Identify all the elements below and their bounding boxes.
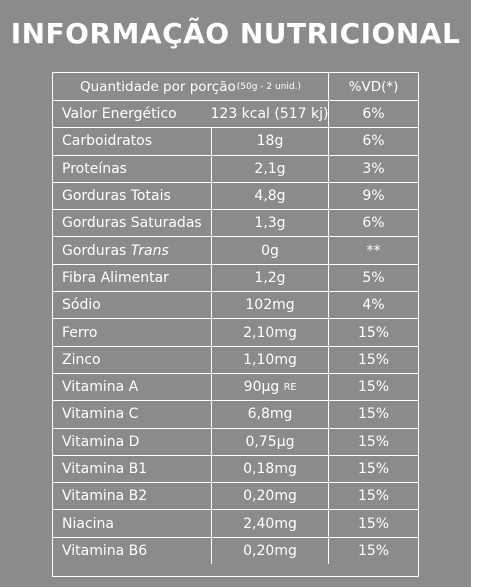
nutrient-quantity: 2,1g [211,155,328,182]
nutrient-vd: 15% [328,428,418,455]
nutrient-name: Vitamina C [62,406,139,423]
nutrient-quantity: 0g [211,237,328,264]
nutrient-vd: 15% [328,537,418,565]
nutrient-quantity: 1,10mg [211,346,328,373]
nutrient-name: Gorduras Totais [62,188,171,205]
nutrient-name: Vitamina B6 [62,542,148,559]
table-row: Vitamina B2 0,20mg 15% [53,482,418,510]
nutrient-quantity: 6,8mg [211,401,328,428]
nutrient-name: Niacina [62,515,114,532]
nutrient-vd: 15% [328,346,418,373]
nutrient-quantity: 0,20mg [211,537,328,565]
table-row: Niacina 2,40mg 15% [53,509,418,537]
nutrient-name: Sódio [62,297,101,314]
nutrition-table: Quantidade por porção (50g - 2 unid.) %V… [52,72,419,577]
nutrient-vd: 15% [328,401,418,428]
nutrient-quantity: 1,2g [211,264,328,292]
table-row: Gorduras Trans 0g ** [53,236,418,264]
serving-header: Quantidade por porção (50g - 2 unid.) [53,73,328,100]
nutrient-quantity: 102mg [211,292,328,319]
table-row: Vitamina D 0,75µg 15% [53,427,418,455]
table-header: Quantidade por porção (50g - 2 unid.) %V… [53,73,418,100]
nutrient-name: Carboidratos [62,133,153,150]
nutrient-name-prefix: Gorduras [62,242,127,259]
nutrient-name: Vitamina A [62,379,139,396]
nutrient-quantity: 2,40mg [211,510,328,537]
nutrient-name: Ferro [62,324,98,341]
nutrient-name: Vitamina B1 [62,461,148,477]
nutrient-vd: ** [328,237,418,264]
nutrient-name: Fibra Alimentar [62,269,169,286]
nutrient-name-italic: Trans [130,242,169,259]
table-row: Valor Energético 123 kcal (517 kj) 6% [53,100,418,128]
table-row: Gorduras Totais 4,8g 9% [53,181,418,210]
nutrient-name: Zinco [62,351,101,368]
nutrient-vd: 6% [328,101,418,128]
serving-detail: (50g - 2 unid.) [236,81,301,92]
nutrient-vd: 6% [328,128,418,155]
nutrient-quantity: 0,20mg [211,483,328,510]
nutrient-name: Vitamina B2 [62,488,148,505]
vd-header: %VD(*) [328,73,418,100]
nutrient-quantity: 0,75µg [211,428,328,455]
nutrient-vd: 4% [328,292,418,319]
serving-label: Quantidade por porção [79,78,236,95]
table-row: Vitamina C 6,8mg 15% [53,400,418,428]
table-row: Zinco 1,10mg 15% [53,345,418,373]
table-row: Vitamina B6 0,20mg 15% [53,536,418,565]
nutrient-vd: 15% [328,483,418,510]
nutrient-vd: 6% [328,210,418,237]
table-row: Gorduras Saturadas 1,3g 6% [53,209,418,237]
nutrient-vd: 9% [328,182,418,210]
nutrient-name: Gorduras Saturadas [62,215,202,232]
nutrient-vd: 15% [328,373,418,401]
nutrient-vd: 3% [328,155,418,182]
nutrient-name: Proteínas [62,160,127,177]
nutrient-vd: 15% [328,510,418,537]
nutrient-vd: 15% [328,455,418,483]
table-row: Vitamina B1 0,18mg 15% [53,454,418,483]
nutrient-quantity: 90µg RE [211,373,328,401]
nutrient-name: Gorduras Trans [53,237,211,263]
table-row: Proteínas 2,1g 3% [53,154,418,182]
table-row: Carboidratos 18g 6% [53,127,418,155]
table-row: Sódio 102mg 4% [53,291,418,319]
nutrient-quantity: 2,10mg [211,319,328,346]
nutrient-quantity: 1,3g [211,210,328,237]
table-row: Ferro 2,10mg 15% [53,318,418,346]
table-row: Vitamina A 90µg RE 15% [53,372,418,401]
quantity-value: 90µg [243,379,280,396]
nutrient-vd: 5% [328,264,418,292]
table-row: Fibra Alimentar 1,2g 5% [53,263,418,292]
nutrient-quantity: 18g [211,128,328,155]
page-title: INFORMAÇÃO NUTRICIONAL [10,17,461,50]
nutrient-name: Valor Energético [62,106,177,123]
nutrient-quantity: 123 kcal (517 kj) [210,106,329,123]
nutrient-quantity: 0,18mg [211,455,328,483]
nutrient-name: Vitamina D [62,433,140,450]
nutrient-quantity: 4,8g [211,182,328,210]
quantity-unit: RE [283,381,297,393]
nutrient-vd: 15% [328,319,418,346]
